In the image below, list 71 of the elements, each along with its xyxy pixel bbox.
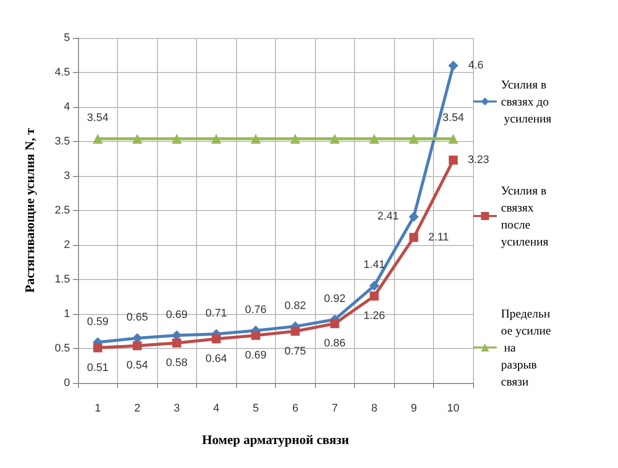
x-tick-label: 9: [410, 402, 417, 414]
x-axis-title: Номер арматурной связи: [202, 432, 350, 447]
data-label: 0.82: [284, 300, 306, 312]
data-label: 1.41: [364, 259, 385, 272]
point: [212, 334, 221, 344]
point: [369, 134, 380, 144]
point: [172, 134, 182, 144]
data-label: 3.23: [468, 154, 490, 166]
data-label: 0.51: [87, 362, 108, 374]
data-label: 0.71: [206, 308, 227, 320]
data-label: 0.58: [166, 356, 188, 369]
data-label: 0.69: [245, 349, 266, 362]
y-tick-label: 1: [64, 308, 70, 320]
y-tick-label: 4: [64, 101, 70, 113]
point: [330, 134, 340, 144]
y-tick-label: 2.5: [54, 204, 70, 216]
y-tick-label: 3: [64, 170, 70, 182]
data-label: 0.65: [126, 312, 148, 324]
data-label: 0.69: [166, 308, 188, 321]
y-tick-label: 0: [64, 377, 70, 389]
point: [250, 134, 261, 144]
point: [211, 134, 222, 144]
x-tick-label: 5: [252, 402, 259, 414]
data-label: 3.54: [87, 112, 108, 124]
point: [408, 134, 419, 144]
x-tick-label: 1: [94, 402, 101, 414]
point: [330, 319, 340, 328]
legend-label: Усилия в связях до усиления: [501, 78, 552, 126]
x-tick-label: 4: [213, 402, 220, 414]
x-tick-label: 6: [292, 402, 298, 414]
y-tick-label: 2: [64, 239, 70, 251]
point: [290, 326, 300, 336]
data-label: 4.6: [468, 60, 484, 72]
data-label: 0.75: [284, 345, 306, 358]
data-label: 2.41: [377, 210, 399, 223]
data-label: 0.92: [324, 293, 346, 306]
point: [132, 134, 142, 144]
y-axis-title: Растягивающие усилия N, т: [22, 128, 37, 293]
point: [369, 280, 380, 291]
data-label: 3.54: [442, 112, 464, 124]
point: [408, 212, 419, 222]
data-label: 1.26: [364, 310, 385, 322]
y-tick-label: 0.5: [54, 342, 70, 354]
legend-label: Усилия в связях после усиления: [501, 184, 550, 248]
point: [290, 134, 300, 144]
point: [448, 156, 458, 165]
data-label: 0.76: [245, 304, 266, 316]
x-tick-label: 8: [371, 402, 378, 414]
data-label: 0.54: [126, 360, 148, 372]
point: [370, 292, 379, 301]
x-tick-label: 2: [134, 402, 140, 414]
y-tick-label: 1.5: [54, 274, 70, 286]
point: [93, 343, 102, 352]
legend-label: Предельное усилие на разрыв связи: [501, 306, 551, 388]
x-tick-label: 10: [447, 402, 460, 414]
point: [92, 134, 103, 144]
point: [409, 232, 418, 242]
data-label: 0.59: [87, 316, 108, 328]
y-tick-label: 5: [64, 32, 70, 44]
point: [132, 341, 142, 350]
x-tick-label: 7: [332, 402, 338, 414]
y-tick-label: 3.5: [54, 136, 70, 148]
y-tick-label: 4.5: [54, 66, 70, 78]
data-label: 2.11: [428, 231, 449, 244]
point: [448, 134, 458, 144]
data-label: 0.86: [324, 338, 346, 350]
data-label: 0.64: [206, 352, 227, 365]
point: [448, 60, 458, 71]
point: [251, 330, 260, 340]
x-tick-label: 3: [174, 402, 180, 414]
point: [172, 338, 182, 348]
